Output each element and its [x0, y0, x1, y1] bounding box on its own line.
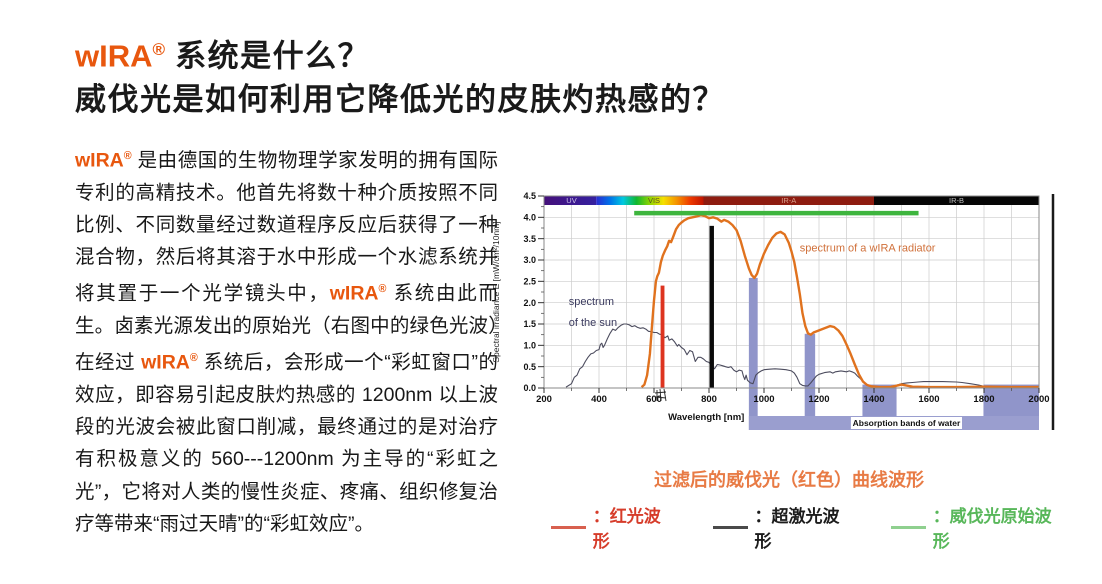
y-tick-label: 2.0 — [523, 298, 536, 308]
legend-item: ：超激光波形 — [712, 502, 853, 552]
y-tick-label: 4.5 — [523, 191, 536, 201]
legend-label: ：红光波形 — [592, 507, 661, 551]
legend-label: ：威伐光原始波形 — [932, 507, 1052, 551]
x-tick-label: 2000 — [1028, 394, 1049, 405]
band-label: IR-B — [949, 196, 964, 205]
illegible-overprint-artifact — [654, 388, 667, 402]
chart-annotation: of the sun — [569, 317, 617, 329]
x-tick-label: 800 — [701, 394, 717, 405]
chart-annotation: spectrum of a wIRA radiator — [800, 242, 936, 254]
x-tick-label: 1000 — [753, 394, 774, 405]
x-tick-label: 200 — [536, 394, 552, 405]
brand-inline: ® — [123, 150, 132, 162]
y-tick-label: 1.5 — [523, 319, 536, 329]
y-tick-label: 0.0 — [523, 383, 536, 393]
chart-legend: ：红光波形 ：超激光波形 ：威伐光原始波形 — [551, 502, 1102, 552]
x-tick-label: 400 — [591, 394, 607, 405]
legend-label: ：超激光波形 — [754, 507, 840, 551]
water-absorption-band — [748, 277, 758, 430]
title-line-1: wIRA® 系统是什么？ — [75, 28, 725, 78]
axes: 200 400 600 800 1000 1200 1400 1600 1800 2000 0.0 0… — [523, 191, 1049, 405]
band-label: IR-A — [781, 196, 796, 205]
body-paragraph: wIRA® 是由德国的生物物理学家发明的拥有国际专利的高精技术。他首先将数十种介… — [75, 140, 498, 540]
x-axis-title: Wavelength [nm] — [668, 412, 744, 423]
red-light-bar — [660, 285, 665, 388]
laser-bar — [709, 225, 714, 388]
water-banner-label: Absorption bands of water — [853, 418, 961, 428]
brand-wordmark: wIRA — [75, 38, 153, 74]
legend-line-swatch — [712, 525, 748, 529]
brand-inline: wIRA — [329, 282, 379, 305]
page-title: wIRA® 系统是什么？ 威伐光是如何利用它降低光的皮肤灼热感的？ — [75, 28, 725, 122]
wira-spectrum-curve — [640, 214, 1039, 389]
x-tick-label: 1800 — [973, 394, 994, 405]
y-axis-title: Spectral irradiance E [mW/cm²/10nm] — [491, 221, 501, 362]
chart-caption: 过滤后的威伐光（红色）曲线波形 — [654, 470, 924, 490]
band-segment — [874, 196, 1039, 205]
y-tick-label: 3.0 — [523, 255, 536, 265]
y-tick-label: 1.0 — [523, 341, 536, 351]
spectrum-chart-svg: UV VIS IR-A IR-B spectrum of a wIRA radiator… — [491, 191, 1055, 430]
legend-line-swatch — [551, 525, 586, 529]
spectrum-band: UV VIS IR-A IR-B — [544, 196, 1039, 205]
band-label: VIS — [648, 196, 660, 205]
y-tick-label: 4.0 — [523, 213, 536, 223]
registered-mark: ® — [152, 40, 166, 59]
x-tick-label: 1600 — [918, 394, 939, 405]
title-line-2: 威伐光是如何利用它降低光的皮肤灼热感的？ — [75, 82, 725, 118]
y-tick-label: 2.5 — [523, 277, 536, 287]
spectral-chart: UV VIS IR-A IR-B spectrum of a wIRA radiator… — [489, 184, 1073, 438]
brand-inline: wIRA — [141, 351, 190, 374]
brand-inline: wIRA — [75, 149, 124, 172]
x-tick-label: 600 — [646, 394, 662, 405]
band-segment — [596, 196, 704, 205]
brand-inline: ® — [189, 352, 198, 365]
grid — [544, 196, 1039, 388]
chart-annotation: spectrum — [569, 296, 614, 308]
paragraph-segment: 是由德国的生物物理学家发明的拥有国际专利的高精技术。他首先将数十种介质按照不同比… — [75, 149, 498, 305]
band-label: UV — [566, 196, 576, 205]
water-banner-label-box — [850, 417, 962, 429]
x-tick-label: 1200 — [808, 394, 829, 405]
water-absorption-band — [804, 333, 816, 430]
legend-item: ：红光波形 — [551, 502, 675, 552]
y-tick-label: 0.5 — [523, 362, 536, 372]
brand-inline: ® — [378, 283, 387, 296]
y-tick-label: 3.5 — [523, 234, 536, 244]
band-segment — [544, 196, 597, 205]
legend-line-swatch — [890, 525, 926, 529]
paragraph-segment: 系统由此而生。卤素光源发出的原始光（右图中的绿色光波）在经过 — [75, 282, 498, 374]
paragraph-segment: 系统后，会形成一个“彩虹窗口”的效应，即容易引起皮肤灼热感的 1200nm 以上… — [75, 351, 498, 535]
band-segment — [703, 196, 874, 205]
x-tick-label: 1400 — [863, 394, 884, 405]
legend-item: ：威伐光原始波形 — [890, 502, 1064, 552]
title-line1-text: 系统是什么？ — [165, 38, 371, 74]
